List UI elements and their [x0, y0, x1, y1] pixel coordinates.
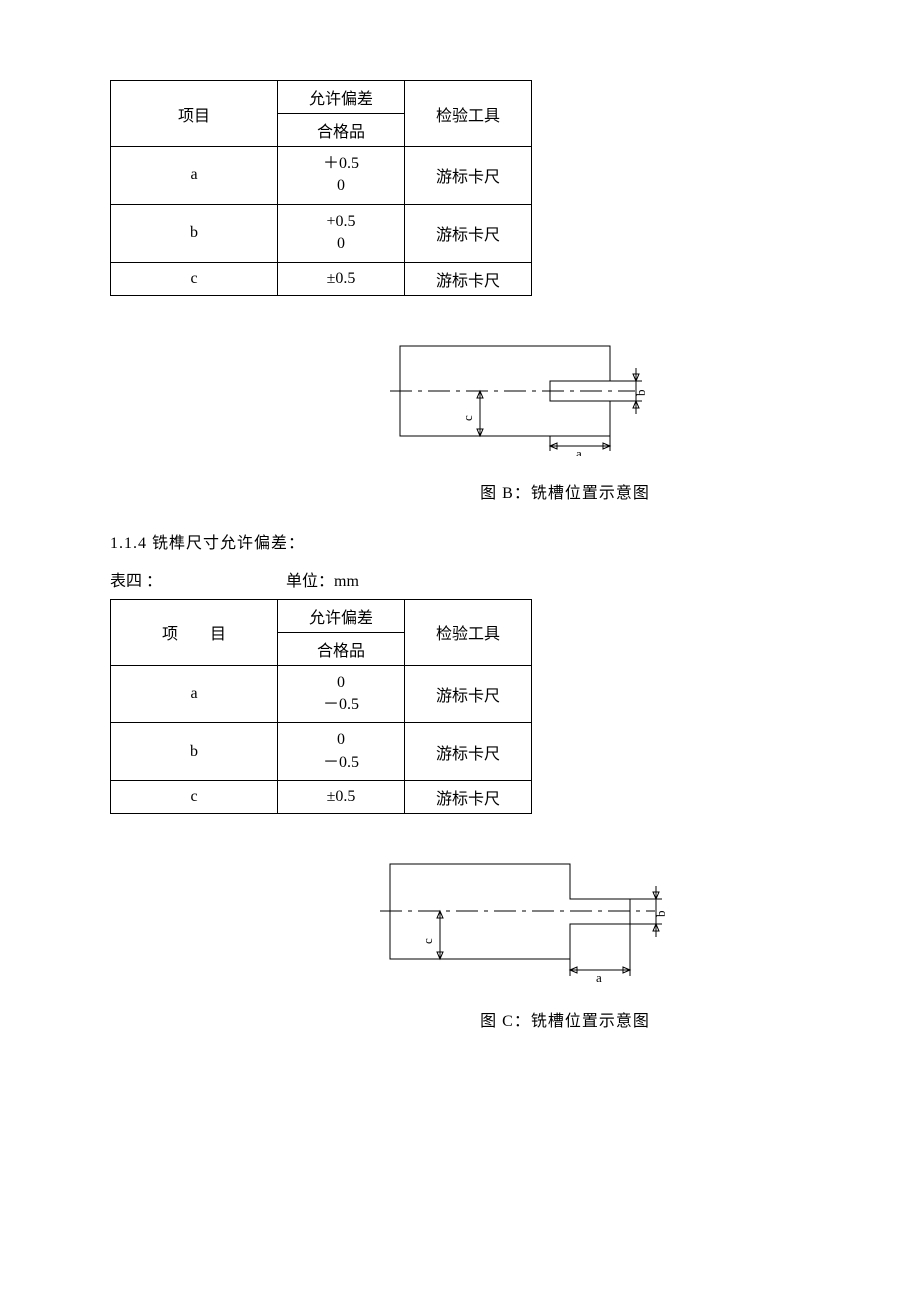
t1-r0-tool: 游标卡尺 — [405, 147, 532, 205]
t1-r1-proj: b — [111, 204, 278, 262]
t1-r1-tool: 游标卡尺 — [405, 204, 532, 262]
t1-r2-tool: 游标卡尺 — [405, 262, 532, 295]
table-row: b 0 －0.5 游标卡尺 — [111, 723, 532, 781]
figb-label-a: a — [576, 446, 582, 456]
table-row: b +0.5 0 游标卡尺 — [111, 204, 532, 262]
t2-r1-tool: 游标卡尺 — [405, 723, 532, 781]
figc-label-c: c — [420, 938, 435, 944]
figure-c-caption: 图 C：铣槽位置示意图 — [320, 1007, 810, 1031]
table-2: 项 目 允许偏差 检验工具 合格品 a 0 －0.5 游标卡尺 b 0 －0.5… — [110, 599, 532, 815]
figb-label-b: b — [633, 389, 648, 396]
t1-r0-proj: a — [111, 147, 278, 205]
t1-r1-dev: +0.5 0 — [278, 204, 405, 262]
figure-b: c a b — [260, 326, 810, 461]
figure-b-caption: 图 B：铣槽位置示意图 — [320, 479, 810, 503]
t2-h-dev: 允许偏差 — [278, 599, 405, 632]
t1-h-tool: 检验工具 — [405, 81, 532, 147]
t1-h-proj: 项目 — [111, 81, 278, 147]
t2-h-dev2: 合格品 — [278, 632, 405, 665]
table-2-unit: 单位：mm — [286, 567, 359, 591]
table-row: c ±0.5 游标卡尺 — [111, 781, 532, 814]
table-row: c ±0.5 游标卡尺 — [111, 262, 532, 295]
t1-r2-proj: c — [111, 262, 278, 295]
t2-r0-tool: 游标卡尺 — [405, 665, 532, 723]
section-1-1-4: 1.1.4 铣榫尺寸允许偏差： — [110, 529, 810, 553]
t1-r0-dev: ＋0.5 0 — [278, 147, 405, 205]
figc-label-b: b — [653, 911, 668, 918]
figc-label-a: a — [596, 970, 602, 984]
t2-h-proj: 项 目 — [111, 599, 278, 665]
t2-h-tool: 检验工具 — [405, 599, 532, 665]
t1-h-dev: 允许偏差 — [278, 81, 405, 114]
table-row: a ＋0.5 0 游标卡尺 — [111, 147, 532, 205]
figure-c: c a b — [260, 844, 810, 989]
t2-r0-dev: 0 －0.5 — [278, 665, 405, 723]
t2-r1-proj: b — [111, 723, 278, 781]
t1-h-dev2: 合格品 — [278, 114, 405, 147]
table-2-name: 表四 ： — [110, 573, 162, 590]
t2-r2-dev: ±0.5 — [278, 781, 405, 814]
t2-r2-proj: c — [111, 781, 278, 814]
t2-r1-dev: 0 －0.5 — [278, 723, 405, 781]
figb-label-c: c — [460, 415, 475, 421]
t2-r2-tool: 游标卡尺 — [405, 781, 532, 814]
table-row: a 0 －0.5 游标卡尺 — [111, 665, 532, 723]
t2-r0-proj: a — [111, 665, 278, 723]
t1-r2-dev: ±0.5 — [278, 262, 405, 295]
table-2-caption: 表四 ： 单位：mm — [110, 567, 810, 591]
table-1: 项目 允许偏差 检验工具 合格品 a ＋0.5 0 游标卡尺 b +0.5 0 … — [110, 80, 532, 296]
